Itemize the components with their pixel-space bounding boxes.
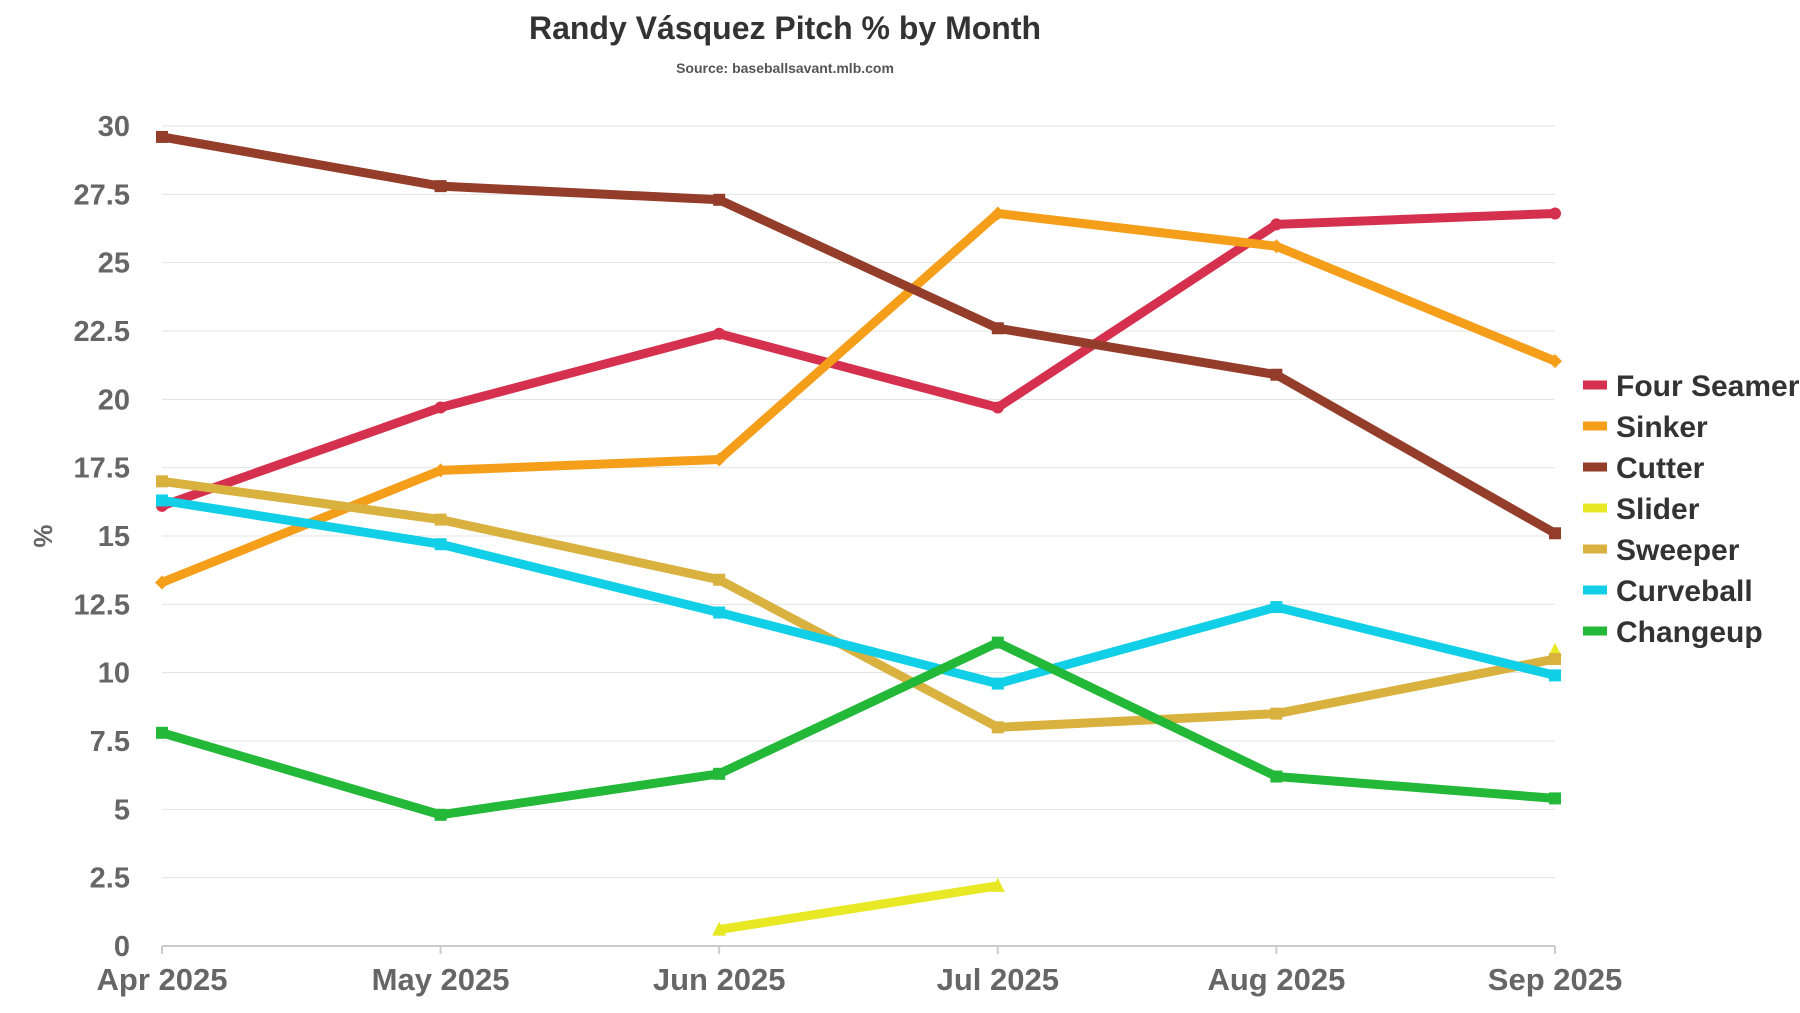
- data-point: [434, 180, 447, 193]
- data-point: [156, 494, 168, 507]
- legend-label: Slider: [1616, 493, 1700, 526]
- x-tick-label: Apr 2025: [97, 962, 228, 997]
- y-tick-label: 7.5: [90, 726, 130, 758]
- data-point: [434, 513, 447, 526]
- y-tick-label: 0: [114, 931, 130, 963]
- legend-label: Curveball: [1616, 575, 1753, 608]
- data-point: [1548, 354, 1562, 369]
- data-point: [1270, 218, 1283, 231]
- y-tick-label: 25: [98, 248, 130, 280]
- data-point: [713, 327, 726, 340]
- y-tick-label: 12.5: [74, 589, 130, 621]
- y-tick-label: 22.5: [74, 316, 130, 348]
- y-tick-label: 10: [98, 658, 130, 690]
- data-point: [991, 721, 1004, 734]
- y-tick-label: 27.5: [74, 179, 130, 211]
- data-point: [991, 677, 1004, 690]
- data-point: [713, 606, 726, 619]
- series-line-sinker: [160, 208, 1557, 587]
- y-tick-label: 20: [98, 384, 130, 416]
- data-point: [433, 463, 448, 478]
- x-tick-label: Jul 2025: [937, 962, 1059, 997]
- series-line-slider: [718, 881, 999, 935]
- data-point: [1270, 770, 1283, 783]
- legend-label: Sweeper: [1616, 534, 1740, 567]
- legend-label: Cutter: [1616, 452, 1705, 485]
- data-point: [991, 322, 1004, 335]
- data-point: [434, 808, 447, 821]
- y-tick-label: 15: [98, 521, 130, 553]
- data-point: [156, 726, 168, 739]
- data-point: [1270, 601, 1283, 614]
- series-line-changeup: [160, 638, 1556, 820]
- data-point: [712, 452, 727, 467]
- y-tick-label: 30: [98, 111, 130, 143]
- data-point: [713, 573, 726, 586]
- legend-label: Sinker: [1616, 411, 1708, 444]
- data-point: [434, 401, 447, 414]
- data-point: [1270, 368, 1283, 381]
- data-point: [155, 575, 169, 590]
- x-tick-label: Aug 2025: [1207, 962, 1345, 997]
- data-point: [1549, 207, 1561, 220]
- data-point: [991, 636, 1004, 649]
- data-point: [990, 877, 1005, 892]
- data-point: [990, 206, 1005, 221]
- y-tick-label: 17.5: [74, 453, 130, 485]
- series-line-four-seamer: [160, 208, 1556, 511]
- y-tick-label: 2.5: [90, 863, 130, 895]
- chart-title: Randy Vásquez Pitch % by Month: [528, 10, 1042, 46]
- data-point: [156, 475, 168, 488]
- series-line-sweeper: [161, 476, 1556, 732]
- data-point: [713, 767, 726, 780]
- data-point: [1549, 653, 1561, 665]
- legend-label: Changeup: [1616, 616, 1763, 649]
- data-point: [156, 130, 168, 143]
- x-tick-label: Jun 2025: [653, 962, 786, 997]
- legend-label: Four Seamer: [1616, 370, 1800, 403]
- chart-subtitle: Source: baseballsavant.mlb.com: [676, 60, 894, 76]
- data-point: [991, 401, 1004, 414]
- data-point: [434, 538, 447, 551]
- series-line-cutter: [161, 132, 1558, 538]
- data-point: [1270, 707, 1283, 720]
- data-point: [1549, 792, 1561, 805]
- x-tick-label: Sep 2025: [1488, 962, 1622, 997]
- data-point: [1549, 669, 1561, 682]
- series-line-curveball: [161, 496, 1557, 689]
- x-tick-label: May 2025: [372, 962, 510, 997]
- data-point: [1269, 239, 1284, 254]
- data-point: [712, 921, 727, 936]
- y-axis-label: %: [28, 524, 58, 547]
- data-point: [713, 193, 726, 206]
- y-tick-label: 5: [114, 794, 130, 826]
- data-point: [1549, 527, 1561, 540]
